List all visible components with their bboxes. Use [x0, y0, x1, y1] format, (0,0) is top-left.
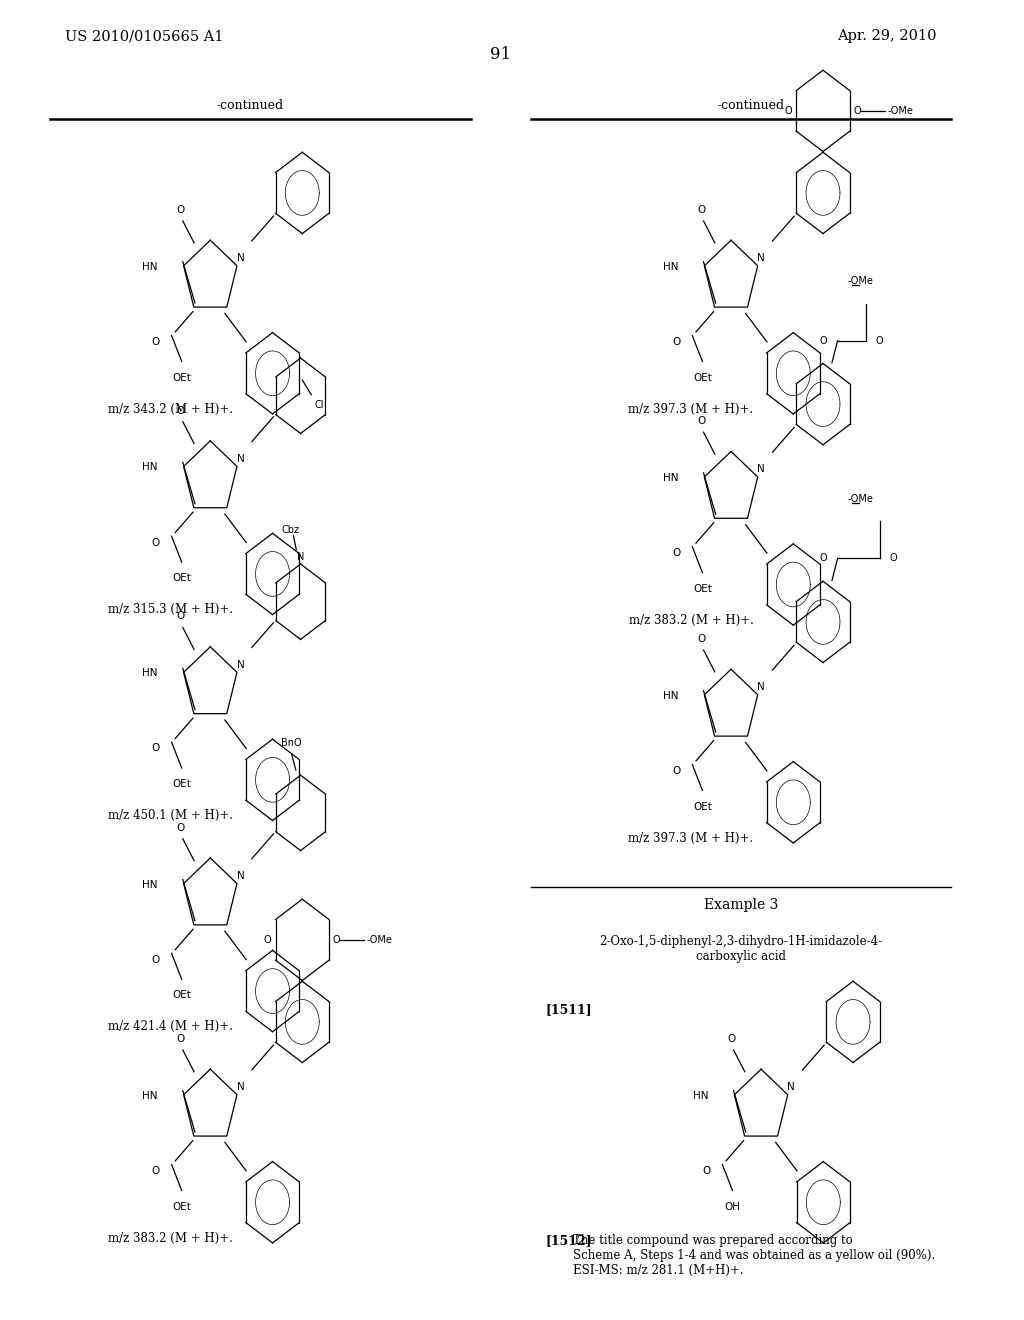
Text: O: O — [177, 405, 185, 416]
Text: The title compound was prepared according to
Scheme A, Steps 1-4 and was obtaine: The title compound was prepared accordin… — [572, 1234, 935, 1278]
Text: -continued: -continued — [217, 99, 284, 112]
Text: O: O — [876, 335, 884, 346]
Text: N: N — [758, 465, 765, 474]
Text: O: O — [854, 106, 861, 116]
Text: -continued: -continued — [718, 99, 784, 112]
Text: OEt: OEt — [693, 372, 712, 383]
Text: BnO: BnO — [282, 738, 302, 748]
Text: O: O — [333, 935, 341, 945]
Text: m/z 450.1 (M + H)+.: m/z 450.1 (M + H)+. — [108, 809, 232, 822]
Text: OH: OH — [724, 1201, 740, 1212]
Text: O: O — [177, 822, 185, 833]
Text: O: O — [152, 743, 160, 754]
Text: O: O — [152, 537, 160, 548]
Text: N: N — [758, 682, 765, 692]
Text: O: O — [152, 954, 160, 965]
Text: HN: HN — [693, 1090, 709, 1101]
Text: N: N — [297, 552, 304, 562]
Text: N: N — [787, 1082, 796, 1092]
Text: O: O — [177, 611, 185, 622]
Text: -OMe: -OMe — [887, 106, 913, 116]
Text: O: O — [890, 553, 897, 564]
Text: N: N — [237, 253, 245, 263]
Text: m/z 315.3 (M + H)+.: m/z 315.3 (M + H)+. — [108, 603, 232, 616]
Text: -OMe: -OMe — [848, 494, 873, 504]
Text: OEt: OEt — [172, 1201, 191, 1212]
Text: O: O — [697, 634, 706, 644]
Text: m/z 397.3 (M + H)+.: m/z 397.3 (M + H)+. — [629, 832, 754, 845]
Text: O: O — [697, 416, 706, 426]
Text: OEt: OEt — [172, 372, 191, 383]
Text: HN: HN — [663, 473, 679, 483]
Text: -OMe: -OMe — [367, 935, 392, 945]
Text: 2-Oxo-1,5-diphenyl-2,3-dihydro-1H-imidazole-4-
carboxylic acid: 2-Oxo-1,5-diphenyl-2,3-dihydro-1H-imidaz… — [599, 935, 883, 962]
Text: O: O — [820, 335, 827, 346]
Text: m/z 421.4 (M + H)+.: m/z 421.4 (M + H)+. — [108, 1020, 232, 1034]
Text: Example 3: Example 3 — [703, 898, 778, 912]
Text: HN: HN — [142, 261, 158, 272]
Text: N: N — [237, 660, 245, 669]
Text: m/z 343.2 (M + H)+.: m/z 343.2 (M + H)+. — [108, 403, 232, 416]
Text: O: O — [177, 1034, 185, 1044]
Text: Apr. 29, 2010: Apr. 29, 2010 — [837, 29, 936, 44]
Text: O: O — [152, 1166, 160, 1176]
Text: m/z 383.2 (M + H)+.: m/z 383.2 (M + H)+. — [108, 1232, 232, 1245]
Text: O: O — [672, 337, 681, 347]
Text: O: O — [177, 205, 185, 215]
Text: -OMe: -OMe — [848, 276, 873, 286]
Text: O: O — [820, 553, 827, 564]
Text: HN: HN — [142, 1090, 158, 1101]
Text: N: N — [237, 871, 245, 880]
Text: HN: HN — [663, 690, 679, 701]
Text: OEt: OEt — [172, 573, 191, 583]
Text: Cbz: Cbz — [282, 525, 300, 535]
Text: O: O — [152, 337, 160, 347]
Text: OEt: OEt — [693, 583, 712, 594]
Text: 91: 91 — [490, 46, 511, 63]
Text: m/z 397.3 (M + H)+.: m/z 397.3 (M + H)+. — [629, 403, 754, 416]
Text: O: O — [702, 1166, 711, 1176]
Text: OEt: OEt — [172, 779, 191, 789]
Text: O: O — [672, 766, 681, 776]
Text: HN: HN — [142, 668, 158, 678]
Text: N: N — [237, 454, 245, 463]
Text: US 2010/0105665 A1: US 2010/0105665 A1 — [66, 29, 223, 44]
Text: O: O — [697, 205, 706, 215]
Text: HN: HN — [142, 462, 158, 473]
Text: m/z 383.2 (M + H)+.: m/z 383.2 (M + H)+. — [629, 614, 754, 627]
Text: [1511]: [1511] — [546, 1003, 593, 1016]
Text: HN: HN — [142, 879, 158, 890]
Text: O: O — [264, 935, 271, 945]
Text: HN: HN — [663, 261, 679, 272]
Text: O: O — [784, 106, 793, 116]
Text: Cl: Cl — [314, 400, 324, 409]
Text: O: O — [672, 548, 681, 558]
Text: N: N — [758, 253, 765, 263]
Text: N: N — [237, 1082, 245, 1092]
Text: OEt: OEt — [693, 801, 712, 812]
Text: O: O — [727, 1034, 736, 1044]
Text: [1512]: [1512] — [546, 1234, 593, 1247]
Text: OEt: OEt — [172, 990, 191, 1001]
